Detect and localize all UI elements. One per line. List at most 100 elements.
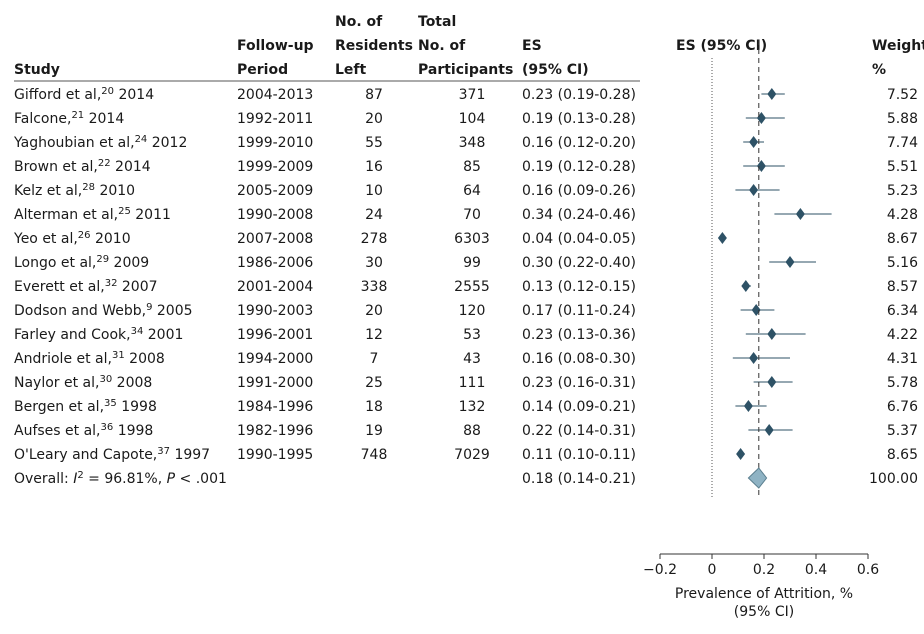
overall-es-ci-text: 0.18 (0.14-0.21) [522, 471, 636, 487]
weight-value: 7.52 [887, 87, 918, 103]
table-row: Brown et al,22 2014 1999-2009 16 85 0.19 (0.… [14, 158, 918, 176]
es-ci-text: 0.17 (0.11-0.24) [522, 303, 636, 319]
es-marker [717, 232, 727, 244]
es-ci-text: 0.30 (0.22-0.40) [522, 255, 636, 271]
study-name: Everett et al,32 2007 [14, 278, 158, 296]
residents-left: 20 [365, 111, 383, 127]
table-header: Study Follow-up Period No. of Residents … [14, 14, 924, 78]
header-plot-es: ES (95% CI) [676, 38, 767, 54]
es-ci-text: 0.13 (0.12-0.15) [522, 279, 636, 295]
residents-left: 748 [361, 447, 388, 463]
study-name: Kelz et al,28 2010 [14, 182, 135, 200]
follow-up-period: 1982-1996 [237, 423, 313, 439]
total-participants: 85 [463, 159, 481, 175]
es-marker [785, 256, 795, 268]
es-marker [749, 136, 759, 148]
es-marker [751, 304, 761, 316]
follow-up-period: 2007-2008 [237, 231, 313, 247]
es-ci-text: 0.11 (0.10-0.11) [522, 447, 636, 463]
es-marker [767, 88, 777, 100]
es-marker [749, 184, 759, 196]
es-ci-text: 0.34 (0.24-0.46) [522, 207, 636, 223]
follow-up-period: 1999-2010 [237, 135, 313, 151]
overall-label: Overall: I2 = 96.81%, P < .001 [14, 470, 227, 488]
weight-value: 6.76 [887, 399, 918, 415]
es-marker [767, 376, 777, 388]
x-tick-label: −0.2 [643, 562, 677, 578]
header-total-line2: No. of [418, 38, 466, 54]
total-participants: 371 [459, 87, 486, 103]
residents-left: 338 [361, 279, 388, 295]
es-marker [741, 280, 751, 292]
x-axis-label-line1: Prevalence of Attrition, % [675, 586, 853, 602]
follow-up-period: 1984-1996 [237, 399, 313, 415]
table-row: Farley and Cook,34 2001 1996-2001 12 53 0.23… [14, 326, 918, 344]
header-es-line1: ES [522, 38, 542, 54]
total-participants: 70 [463, 207, 481, 223]
total-participants: 2555 [454, 279, 490, 295]
header-period-line1: Follow-up [237, 38, 314, 54]
es-ci-text: 0.22 (0.14-0.31) [522, 423, 636, 439]
es-ci-text: 0.16 (0.08-0.30) [522, 351, 636, 367]
total-participants: 53 [463, 327, 481, 343]
table-row: Gifford et al,20 2014 2004-2013 87 371 0.23 … [14, 86, 918, 104]
total-participants: 88 [463, 423, 481, 439]
follow-up-period: 1994-2000 [237, 351, 313, 367]
header-left-line1: No. of [335, 14, 383, 30]
study-name: Bergen et al,35 1998 [14, 398, 157, 416]
header-weight-line1: Weight, [872, 38, 924, 54]
table-row: Yeo et al,26 2010 2007-2008 278 6303 0.04 (0… [13, 230, 918, 248]
study-name: Brown et al,22 2014 [14, 158, 151, 176]
study-name: Naylor et al,30 2008 [14, 374, 152, 392]
weight-value: 7.74 [887, 135, 918, 151]
study-name: Gifford et al,20 2014 [14, 86, 154, 104]
overall-weight: 100.00 [869, 471, 918, 487]
follow-up-period: 1996-2001 [237, 327, 313, 343]
residents-left: 87 [365, 87, 383, 103]
es-ci-text: 0.04 (0.04-0.05) [522, 231, 636, 247]
es-marker [743, 400, 753, 412]
residents-left: 24 [365, 207, 383, 223]
es-ci-text: 0.19 (0.12-0.28) [522, 159, 636, 175]
residents-left: 16 [365, 159, 383, 175]
residents-left: 7 [370, 351, 379, 367]
header-left-line3: Left [335, 62, 367, 78]
header-left-line2: Residents [335, 38, 413, 54]
es-marker [736, 448, 746, 460]
es-marker [767, 328, 777, 340]
x-tick-label: 0 [708, 562, 717, 578]
header-es-line2: (95% CI) [522, 62, 589, 78]
weight-value: 5.51 [887, 159, 918, 175]
header-weight-line2: % [872, 62, 886, 78]
table-row: Naylor et al,30 2008 1991-2000 25 111 0.23 (… [14, 374, 918, 392]
header-total-line3: Participants [418, 62, 513, 78]
study-name: Dodson and Webb,9 2005 [14, 302, 193, 320]
study-name: Yeo et al,26 2010 [13, 230, 131, 248]
total-participants: 104 [459, 111, 486, 127]
total-participants: 99 [463, 255, 481, 271]
weight-value: 5.88 [887, 111, 918, 127]
study-name: Falcone,21 2014 [14, 110, 124, 128]
follow-up-period: 1990-2008 [237, 207, 313, 223]
follow-up-period: 1999-2009 [237, 159, 313, 175]
x-axis-label-line2: (95% CI) [734, 604, 794, 620]
header-period-line2: Period [237, 62, 288, 78]
follow-up-period: 2001-2004 [237, 279, 313, 295]
table-row: O'Leary and Capote,37 1997 1990-1995 748 70… [14, 446, 918, 464]
weight-value: 5.78 [887, 375, 918, 391]
es-marker [756, 160, 766, 172]
follow-up-period: 1990-1995 [237, 447, 313, 463]
weight-value: 6.34 [887, 303, 918, 319]
residents-left: 55 [365, 135, 383, 151]
follow-up-period: 1992-2011 [237, 111, 313, 127]
study-rows: Gifford et al,20 2014 2004-2013 87 371 0.23 … [13, 86, 918, 488]
residents-left: 12 [365, 327, 383, 343]
weight-value: 4.22 [887, 327, 918, 343]
total-participants: 111 [459, 375, 486, 391]
total-participants: 7029 [454, 447, 490, 463]
es-ci-text: 0.16 (0.09-0.26) [522, 183, 636, 199]
residents-left: 10 [365, 183, 383, 199]
table-row: Longo et al,29 2009 1986-2006 30 99 0.30 (0.… [14, 254, 918, 272]
weight-value: 8.67 [887, 231, 918, 247]
